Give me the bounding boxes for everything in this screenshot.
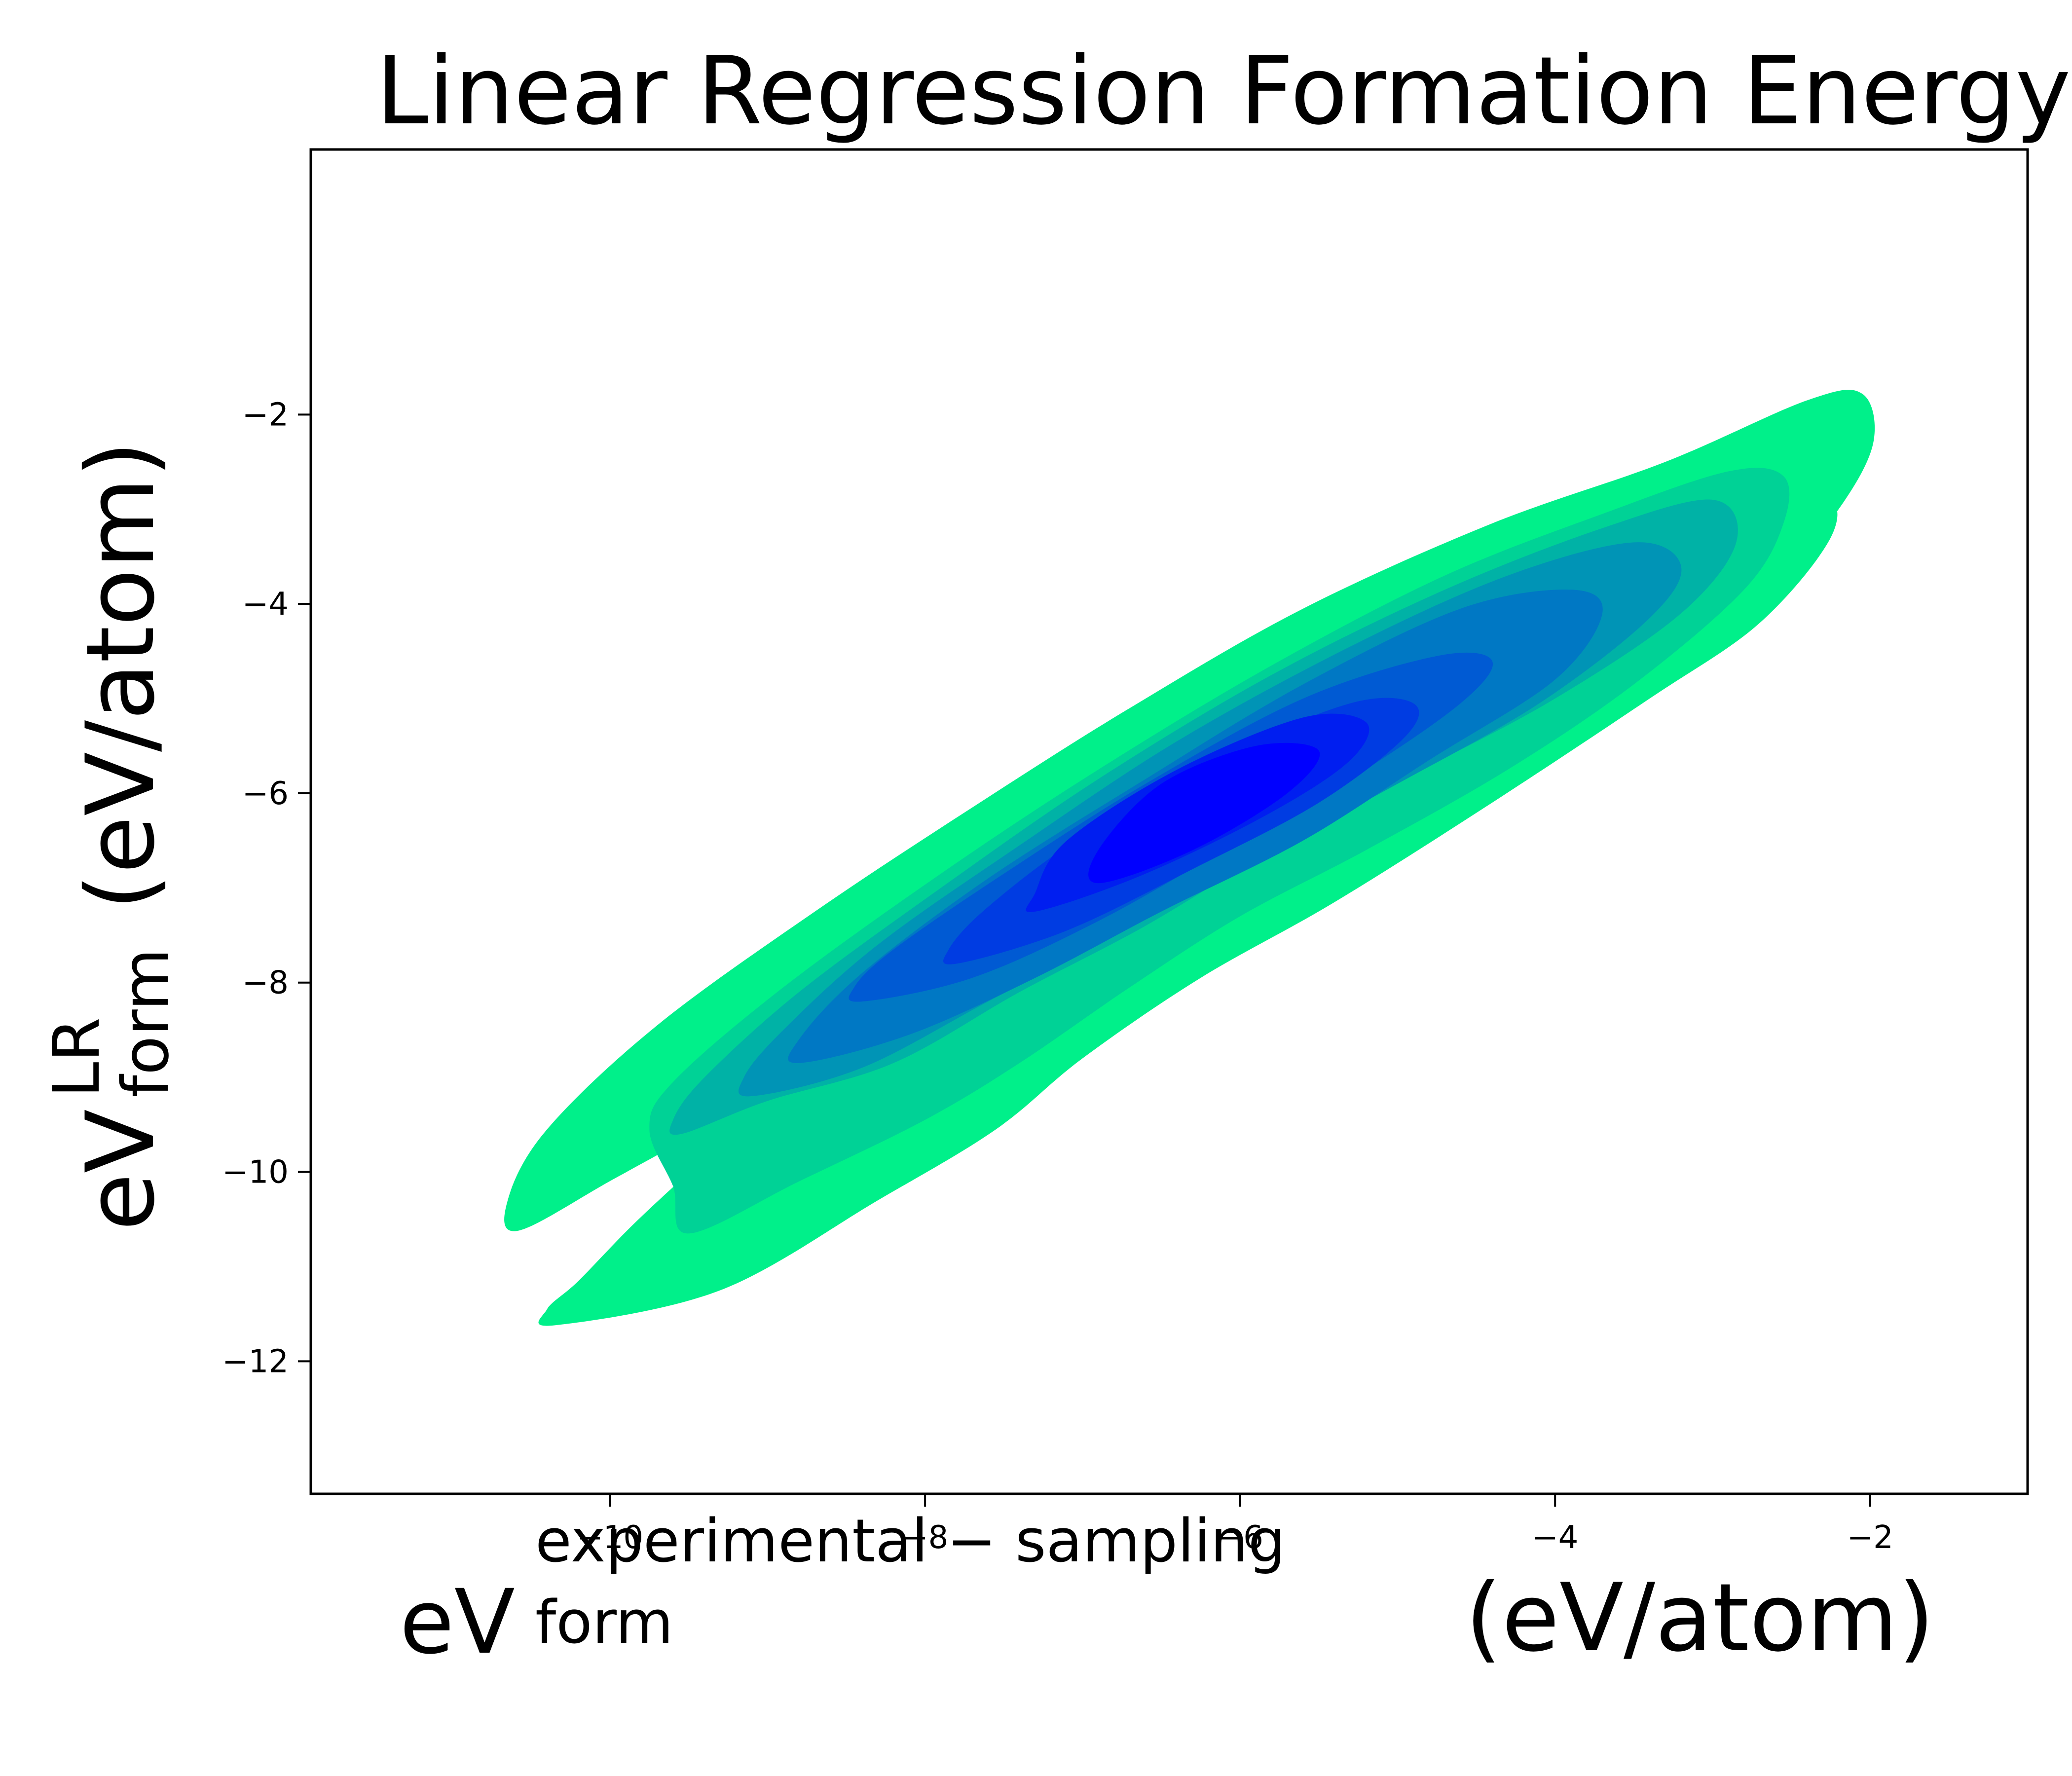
x-axis-ticks: −10 −8 −6 −4 −2 <box>577 1494 1893 1556</box>
contour-level-9-region-1 <box>1088 742 1320 884</box>
x-label-subscript: form <box>535 1589 673 1657</box>
y-axis-label: eV form LR (eV/atom) <box>39 441 183 1231</box>
x-tick-label: −2 <box>1847 1519 1893 1556</box>
x-tick-label: −10 <box>577 1519 643 1556</box>
y-tick-label: −2 <box>242 397 289 433</box>
y-tick-label: −8 <box>242 965 289 1001</box>
y-label-unit: (eV/atom) <box>66 441 175 910</box>
y-tick-label: −4 <box>242 586 289 623</box>
contour-layer <box>504 389 1875 1326</box>
x-label-unit: (eV/atom) <box>1465 1563 1934 1672</box>
x-axis-label: eV form experimental − sampling (eV/atom… <box>400 1507 1934 1674</box>
x-label-superscript: experimental − sampling <box>535 1507 1286 1576</box>
chart-title: Linear Regression Formation Energy <box>376 37 2071 146</box>
x-tick-label: −4 <box>1532 1519 1578 1556</box>
x-tick-label: −6 <box>1217 1519 1263 1556</box>
y-tick-label: −12 <box>222 1343 289 1380</box>
y-axis-ticks: −2 −4 −6 −8 −10 −12 <box>222 397 311 1380</box>
y-label-superscript: LR <box>39 1017 114 1098</box>
y-label-subscript: form <box>108 948 183 1098</box>
plot-frame <box>309 148 2029 1495</box>
y-label-base: eV <box>66 1109 175 1231</box>
y-tick-label: −6 <box>242 776 289 812</box>
x-label-base: eV <box>400 1571 515 1674</box>
x-tick-label: −8 <box>902 1519 948 1556</box>
y-tick-label: −10 <box>222 1154 289 1191</box>
